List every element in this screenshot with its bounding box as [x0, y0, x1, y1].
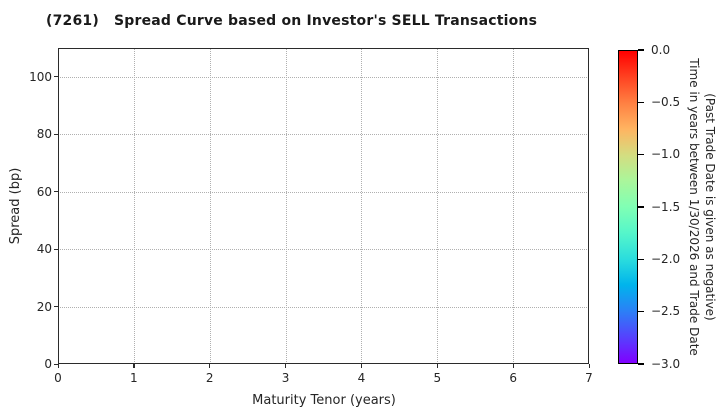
colorbar-tick-label: −1.5: [651, 199, 681, 214]
colorbar-tick-mark: [638, 258, 644, 260]
colorbar-tick-label: 0.0: [651, 42, 671, 57]
plot-area: [58, 48, 589, 364]
x-tick-mark: [209, 364, 211, 368]
colorbar-tick-mark: [638, 311, 644, 313]
gridline-v: [285, 48, 287, 364]
y-tick-mark: [54, 248, 58, 250]
gridline-v: [209, 48, 211, 364]
colorbar-tick-label: −2.5: [651, 304, 681, 319]
gridline-h: [58, 249, 589, 251]
x-tick-label: 4: [357, 371, 366, 385]
x-tick-label: 3: [281, 371, 290, 385]
x-tick-mark: [512, 364, 514, 368]
y-tick-mark: [54, 76, 58, 78]
y-tick-label: 20: [36, 299, 52, 314]
y-tick-mark: [54, 133, 58, 135]
colorbar-tick-mark: [638, 206, 644, 208]
colorbar-tick-label: −3.0: [651, 356, 681, 371]
gridline-v: [133, 48, 135, 364]
x-tick-mark: [285, 364, 287, 368]
colorbar-tick-mark: [638, 363, 644, 365]
y-tick-mark: [54, 306, 58, 308]
x-tick-mark: [57, 364, 59, 368]
gridline-h: [58, 134, 589, 136]
colorbar: [618, 50, 638, 364]
colorbar-tick-label: −2.0: [651, 251, 681, 266]
colorbar-tick-mark: [638, 154, 644, 156]
gridline-h: [58, 76, 589, 78]
x-tick-label: 6: [509, 371, 517, 385]
y-tick-label: 80: [36, 127, 52, 142]
chart-title-text: Spread Curve based on Investor's SELL Tr…: [113, 13, 538, 29]
y-tick-label: 60: [36, 184, 52, 199]
x-tick-mark: [133, 364, 135, 368]
x-tick-label: 5: [433, 371, 442, 385]
gridline-v: [513, 48, 515, 364]
y-tick-mark: [54, 363, 58, 365]
gridline-h: [58, 306, 589, 308]
x-tick-mark: [360, 364, 363, 368]
x-tick-mark: [436, 364, 438, 368]
y-tick-label: 100: [29, 69, 52, 84]
x-axis-label: Maturity Tenor (years): [252, 393, 396, 408]
x-tick-label: 2: [205, 371, 214, 385]
gridline-v: [437, 48, 439, 364]
x-tick-label: 7: [585, 371, 593, 385]
y-tick-mark: [54, 191, 58, 193]
x-tick-mark: [588, 364, 590, 368]
y-tick-label: 0: [44, 357, 52, 371]
gridline-v: [361, 48, 363, 364]
colorbar-label-line-past: (Past Trade Date is given as negative): [703, 93, 717, 321]
x-tick-label: 0: [54, 371, 62, 385]
colorbar-tick-mark: [638, 49, 644, 51]
chart-title-code: (7261): [46, 13, 99, 29]
y-axis-label: Spread (bp): [8, 167, 23, 245]
gridline-h: [58, 191, 589, 193]
y-tick-label: 40: [36, 242, 52, 257]
colorbar-tick-label: −1.0: [651, 147, 681, 162]
colorbar-tick-mark: [638, 101, 644, 103]
colorbar-tick-label: −0.5: [651, 94, 681, 109]
chart-title: (7261) Spread Curve based on Investor's S…: [46, 13, 537, 29]
x-tick-label: 1: [130, 371, 138, 385]
